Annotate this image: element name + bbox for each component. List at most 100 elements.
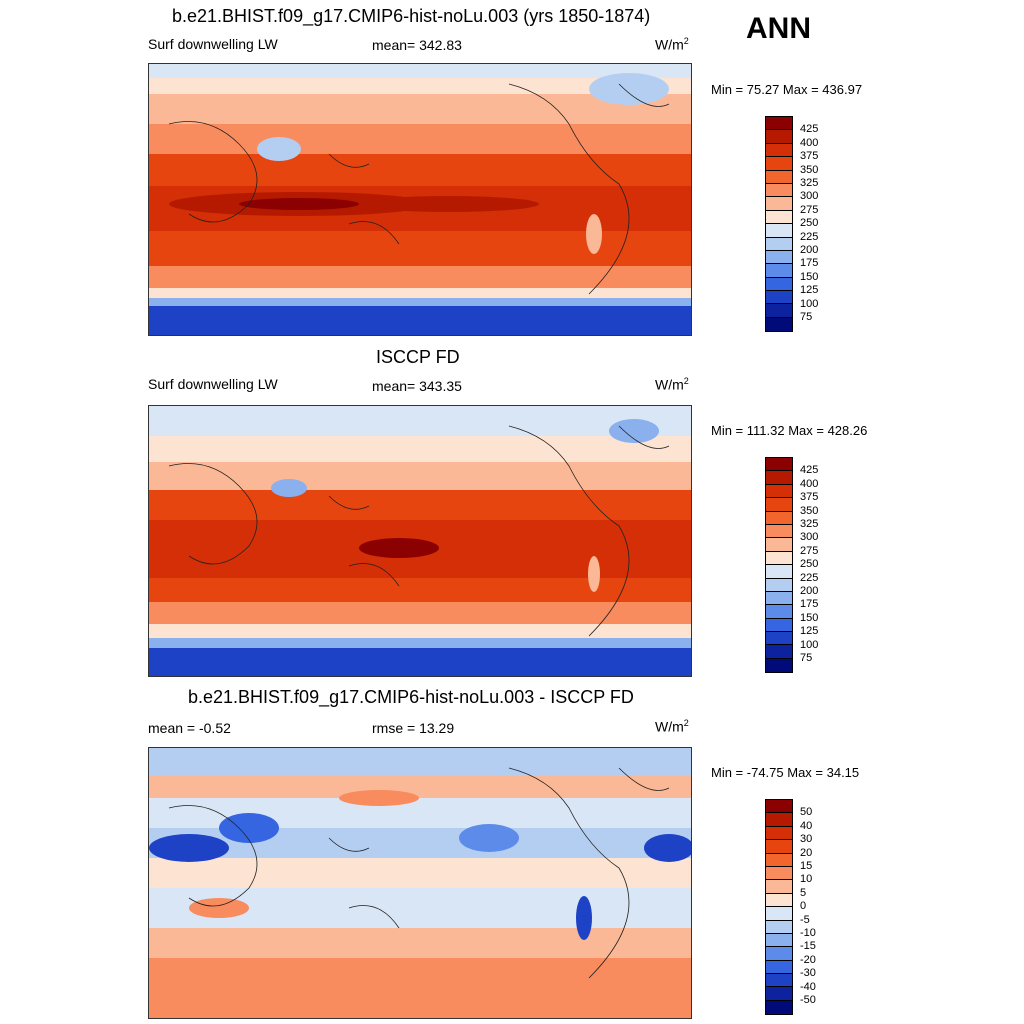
panel2-mean: mean= 343.35 bbox=[372, 378, 462, 394]
panel3-colorbar bbox=[765, 799, 793, 1016]
colorbar-box bbox=[766, 183, 792, 198]
panel2-title: ISCCP FD bbox=[376, 347, 460, 367]
panel2-minmax: Min = 111.32 Max = 428.26 bbox=[711, 423, 868, 438]
panel3-rmse: rmse = 13.29 bbox=[372, 720, 455, 736]
colorbar-label: 250 bbox=[800, 217, 819, 230]
colorbar-box bbox=[766, 840, 792, 854]
colorbar-box bbox=[766, 605, 792, 619]
colorbar-box bbox=[766, 224, 792, 238]
colorbar-box bbox=[766, 170, 792, 184]
colorbar-label: 425 bbox=[800, 123, 819, 136]
panel1-colorbar bbox=[765, 116, 793, 333]
colorbar-box bbox=[766, 551, 792, 566]
colorbar-label: 175 bbox=[800, 257, 819, 270]
colorbar-box bbox=[766, 1000, 792, 1015]
panel2-colorbar bbox=[765, 457, 793, 674]
colorbar-label: 150 bbox=[800, 611, 819, 624]
colorbar-box bbox=[766, 893, 792, 908]
colorbar-box bbox=[766, 210, 792, 225]
season-label: ANN bbox=[746, 12, 811, 45]
panel1-map-field bbox=[149, 64, 691, 335]
colorbar-box bbox=[766, 291, 792, 305]
colorbar-label: 425 bbox=[800, 464, 819, 477]
colorbar-box bbox=[766, 632, 792, 646]
colorbar-label: 375 bbox=[800, 491, 819, 504]
colorbar-label: 75 bbox=[800, 652, 813, 664]
panel1-units: W/m2 bbox=[655, 36, 689, 53]
panel3-map bbox=[148, 747, 692, 1019]
colorbar-label: 10 bbox=[800, 873, 813, 886]
panel1-mean: mean= 342.83 bbox=[372, 37, 462, 53]
panel1-minmax: Min = 75.27 Max = 436.97 bbox=[711, 82, 863, 97]
colorbar-label: 275 bbox=[800, 544, 819, 557]
colorbar-box bbox=[766, 304, 792, 318]
colorbar-label: 100 bbox=[800, 638, 819, 651]
colorbar-label: 225 bbox=[800, 571, 819, 584]
colorbar-box bbox=[766, 920, 792, 934]
colorbar-box bbox=[766, 538, 792, 552]
colorbar-label: 200 bbox=[800, 244, 819, 256]
colorbar-label: 400 bbox=[800, 477, 819, 490]
panel3-title: b.e21.BHIST.f09_g17.CMIP6-hist-noLu.003 … bbox=[188, 687, 634, 707]
colorbar-box bbox=[766, 130, 792, 144]
colorbar-label: 0 bbox=[800, 900, 807, 913]
panel3-map-field bbox=[149, 748, 691, 1018]
colorbar-label: 150 bbox=[800, 270, 819, 283]
colorbar-box bbox=[766, 157, 792, 171]
colorbar-box bbox=[766, 800, 792, 814]
colorbar-label: 400 bbox=[800, 136, 819, 149]
panel2-map-field bbox=[149, 406, 691, 676]
panel3-mean: mean = -0.52 bbox=[148, 720, 231, 736]
colorbar-label: 275 bbox=[800, 203, 819, 216]
colorbar-box bbox=[766, 974, 792, 988]
colorbar-label: -50 bbox=[800, 994, 816, 1006]
panel2-units: W/m2 bbox=[655, 376, 689, 393]
colorbar-box bbox=[766, 511, 792, 525]
colorbar-label: 350 bbox=[800, 163, 819, 176]
colorbar-box bbox=[766, 197, 792, 211]
colorbar-box bbox=[766, 237, 792, 251]
colorbar-box bbox=[766, 907, 792, 921]
colorbar-box bbox=[766, 880, 792, 894]
panel3-units: W/m2 bbox=[655, 718, 689, 735]
panel2-variable: Surf downwelling LW bbox=[148, 376, 278, 392]
colorbar-box bbox=[766, 458, 792, 472]
colorbar-box bbox=[766, 866, 792, 881]
colorbar-label: -5 bbox=[800, 913, 810, 926]
colorbar-box bbox=[766, 960, 792, 975]
colorbar-box bbox=[766, 933, 792, 948]
colorbar-label: 75 bbox=[800, 311, 813, 323]
colorbar-box bbox=[766, 250, 792, 265]
colorbar-label: 200 bbox=[800, 585, 819, 597]
colorbar-box bbox=[766, 591, 792, 606]
panel2-map bbox=[148, 405, 692, 677]
panel3-minmax: Min = -74.75 Max = 34.15 bbox=[711, 765, 860, 780]
colorbar-label: 375 bbox=[800, 150, 819, 163]
colorbar-label: 300 bbox=[800, 190, 819, 203]
colorbar-box bbox=[766, 853, 792, 867]
colorbar-box bbox=[766, 524, 792, 539]
colorbar-box bbox=[766, 947, 792, 961]
colorbar-box bbox=[766, 658, 792, 673]
colorbar-label: 15 bbox=[800, 860, 813, 872]
colorbar-box bbox=[766, 471, 792, 485]
colorbar-label: 225 bbox=[800, 230, 819, 243]
colorbar-label: 325 bbox=[800, 177, 819, 189]
panel1-map bbox=[148, 63, 692, 336]
colorbar-label: -40 bbox=[800, 980, 816, 993]
panel1-title: b.e21.BHIST.f09_g17.CMIP6-hist-noLu.003 … bbox=[172, 6, 651, 26]
colorbar-box bbox=[766, 565, 792, 579]
colorbar-label: 175 bbox=[800, 598, 819, 611]
colorbar-label: -10 bbox=[800, 927, 816, 939]
colorbar-label: 325 bbox=[800, 518, 819, 530]
colorbar-label: 125 bbox=[800, 284, 819, 297]
colorbar-box bbox=[766, 264, 792, 278]
colorbar-label: 350 bbox=[800, 504, 819, 517]
colorbar-label: -15 bbox=[800, 940, 816, 953]
colorbar-box bbox=[766, 498, 792, 512]
colorbar-box bbox=[766, 578, 792, 592]
colorbar-label: 125 bbox=[800, 625, 819, 638]
colorbar-box bbox=[766, 987, 792, 1001]
colorbar-label: 50 bbox=[800, 806, 813, 819]
colorbar-label: 300 bbox=[800, 531, 819, 544]
